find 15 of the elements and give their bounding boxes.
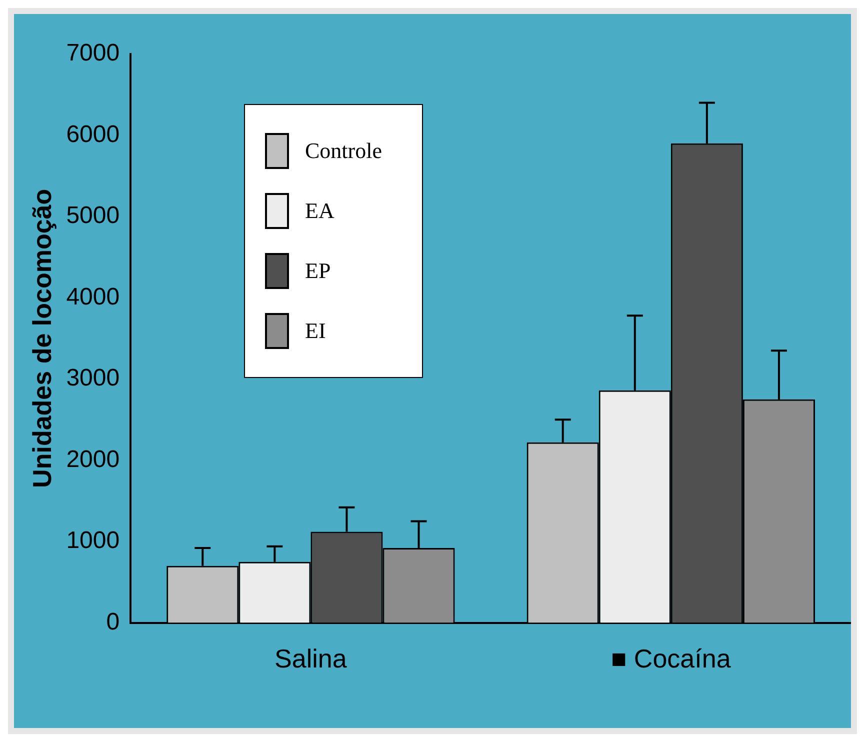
legend-label: Controle bbox=[305, 138, 382, 164]
x-tick-label: Salina bbox=[274, 644, 348, 674]
y-tick-label: 1000 bbox=[66, 527, 120, 554]
y-axis-title: Unidades de locomoção bbox=[26, 188, 57, 488]
y-tick-label: 5000 bbox=[66, 202, 120, 230]
y-tick-label: 4000 bbox=[66, 283, 120, 310]
y-tick-label: 7000 bbox=[66, 40, 120, 67]
legend-label: EP bbox=[305, 258, 331, 284]
y-tick-label: 2000 bbox=[66, 446, 120, 473]
x-tick-label: ■ Cocaína bbox=[611, 644, 732, 674]
y-tick-label: 0 bbox=[106, 608, 120, 636]
y-tick-label: 3000 bbox=[66, 364, 120, 392]
y-tick-label: 6000 bbox=[66, 120, 120, 148]
legend-label: EA bbox=[305, 198, 334, 224]
legend-label: EI bbox=[305, 318, 326, 344]
